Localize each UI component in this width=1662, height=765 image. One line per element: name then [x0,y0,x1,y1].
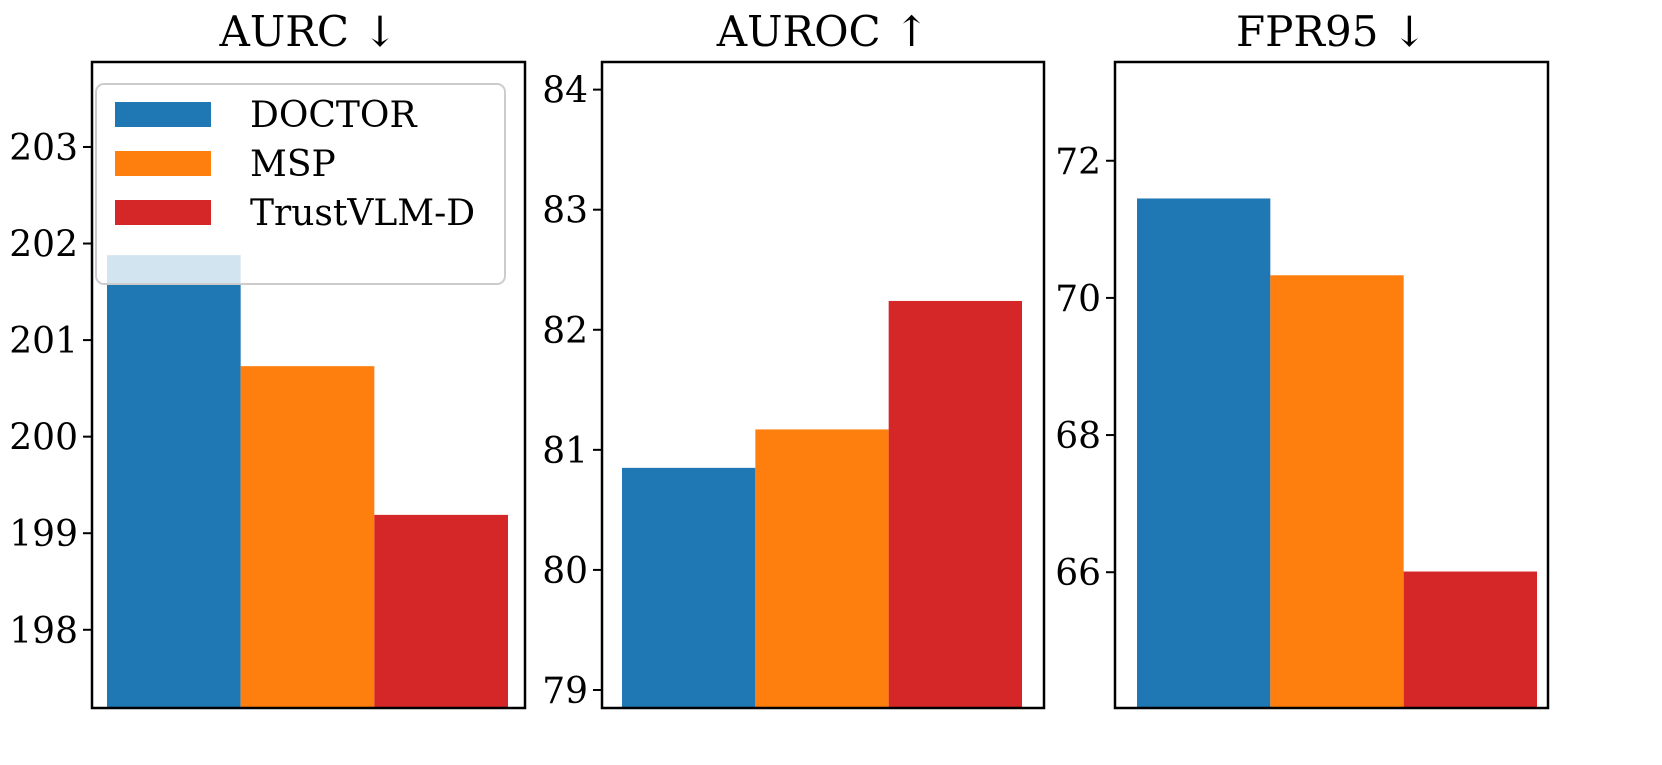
chart-panel-0: 198 199 200 201 202 203 AURC ↓ DOCTOR MSP TrustVL… [9,7,527,710]
legend-swatch-trustvlm-d [115,200,211,225]
y-tick-label: 81 [542,431,588,472]
legend-swatch-doctor [115,102,211,127]
y-tick-label: 202 [9,225,78,266]
bar-trustvlm-d [888,300,1022,708]
axes-frame [90,60,527,710]
y-tick-label: 198 [9,611,78,652]
legend-label: MSP [250,144,336,185]
y-tick-label: 200 [9,418,78,459]
bar-trustvlm-d [1403,571,1537,708]
bar-msp [1270,275,1404,708]
y-tick-label: 66 [1055,553,1101,594]
legend-swatch-msp [115,151,211,176]
bar-doctor [622,467,756,708]
chart-panel-2: 66 68 70 72 FPR95 ↓ [1055,7,1550,710]
y-tick-label: 203 [9,128,78,169]
chart-title: AUROC ↑ [716,7,929,56]
chart-title: FPR95 ↓ [1236,7,1427,56]
chart-panel-1: 79 80 81 82 83 84 AUROC ↑ [542,7,1046,712]
y-tick-label: 72 [1055,142,1101,183]
y-tick-label: 199 [9,514,78,555]
legend-label: DOCTOR [250,95,417,136]
axes-frame [1113,60,1550,710]
y-tick-label: 79 [542,671,588,712]
y-tick-label: 83 [542,191,588,232]
axes-frame [600,60,1046,710]
legend-box [95,83,506,285]
chart-title: AURC ↓ [218,7,397,56]
y-tick-label: 201 [9,321,78,362]
legend: DOCTOR MSP TrustVLM-D [95,83,506,285]
y-tick-label: 84 [542,71,588,112]
bar-msp [240,366,375,708]
y-tick-label: 68 [1055,416,1101,457]
legend-label: TrustVLM-D [250,193,475,234]
y-tick-label: 80 [542,551,588,592]
bar-msp [755,429,889,708]
y-tick-label: 70 [1055,279,1101,320]
bar-trustvlm-d [374,514,508,708]
bar-doctor [1137,198,1271,708]
bar-doctor [107,255,241,708]
y-tick-label: 82 [542,311,588,352]
